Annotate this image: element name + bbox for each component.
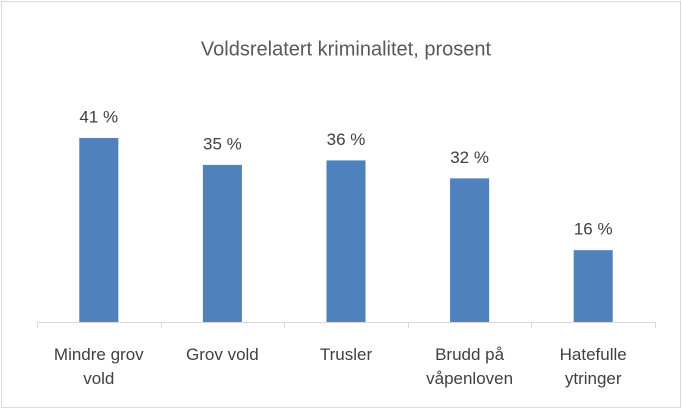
bar xyxy=(326,160,366,322)
x-tick-label: Grov vold xyxy=(186,345,259,364)
bar xyxy=(79,137,119,322)
x-tick-label: Hatefulle ytringer xyxy=(559,345,627,388)
bar xyxy=(573,250,613,322)
x-tick-label: Trusler xyxy=(319,345,373,364)
x-tick-label: Mindre grov vold xyxy=(53,345,144,388)
chart-title: Voldsrelatert kriminalitet, prosent xyxy=(201,38,492,60)
data-label: 36 % xyxy=(327,130,366,149)
bar xyxy=(450,178,490,322)
data-label: 35 % xyxy=(203,134,242,153)
data-label: 16 % xyxy=(574,220,613,239)
data-label: 32 % xyxy=(450,148,489,167)
x-tick-label: Brudd på våpenloven xyxy=(426,345,514,388)
data-label: 41 % xyxy=(79,107,118,126)
bar xyxy=(202,164,242,322)
